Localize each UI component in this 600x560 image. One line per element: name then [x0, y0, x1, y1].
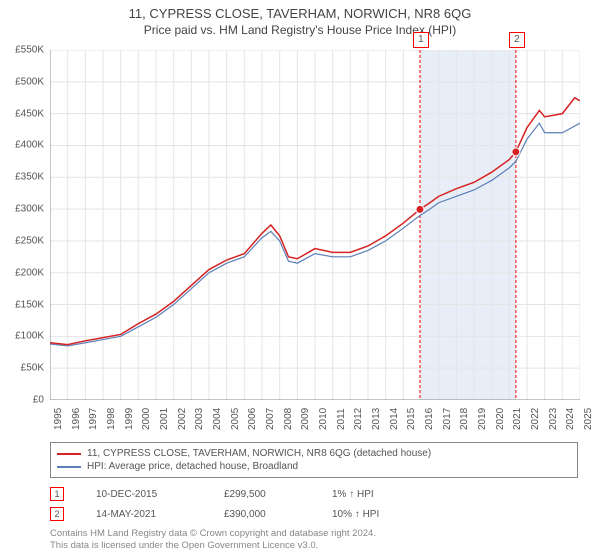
x-tick-label: 1996: [71, 408, 82, 430]
x-tick-label: 2008: [283, 408, 294, 430]
y-tick-label: £50K: [21, 363, 44, 374]
legend-row: HPI: Average price, detached house, Broa…: [57, 460, 571, 473]
x-tick-label: 1999: [124, 408, 135, 430]
x-tick-label: 2003: [194, 408, 205, 430]
x-tick-label: 2000: [141, 408, 152, 430]
y-tick-label: £150K: [15, 299, 44, 310]
y-tick-label: £500K: [15, 76, 44, 87]
y-tick-label: £350K: [15, 172, 44, 183]
x-tick-label: 2012: [353, 408, 364, 430]
sale-row: 1 10-DEC-2015 £299,500 1% ↑ HPI: [50, 484, 578, 504]
x-tick-label: 2013: [371, 408, 382, 430]
sale-row: 2 14-MAY-2021 £390,000 10% ↑ HPI: [50, 504, 578, 524]
y-tick-label: £0: [33, 395, 44, 406]
x-tick-label: 2011: [336, 408, 347, 430]
x-tick-label: 2025: [583, 408, 594, 430]
x-tick-label: 2007: [265, 408, 276, 430]
x-tick-label: 2022: [530, 408, 541, 430]
y-tick-label: £400K: [15, 140, 44, 151]
x-tick-label: 2017: [442, 408, 453, 430]
y-tick-label: £250K: [15, 235, 44, 246]
sale-marker: 1: [50, 487, 64, 501]
y-tick-label: £450K: [15, 108, 44, 119]
sale-pct: 10% ↑ HPI: [332, 509, 379, 520]
x-tick-label: 2001: [159, 408, 170, 430]
footer: Contains HM Land Registry data © Crown c…: [50, 528, 578, 553]
y-tick-label: £200K: [15, 267, 44, 278]
footer-line-2: This data is licensed under the Open Gov…: [50, 540, 578, 552]
sale-date: 14-MAY-2021: [96, 509, 196, 520]
marker-box: 1: [413, 32, 429, 48]
x-tick-label: 2002: [177, 408, 188, 430]
legend: 11, CYPRESS CLOSE, TAVERHAM, NORWICH, NR…: [50, 442, 578, 478]
x-tick-label: 1995: [53, 408, 64, 430]
x-tick-label: 2018: [459, 408, 470, 430]
legend-swatch: [57, 453, 81, 455]
x-tick-label: 2024: [565, 408, 576, 430]
sale-date: 10-DEC-2015: [96, 489, 196, 500]
legend-label: HPI: Average price, detached house, Broa…: [87, 461, 298, 472]
x-tick-label: 2023: [548, 408, 559, 430]
y-axis: £0£50K£100K£150K£200K£250K£300K£350K£400…: [0, 50, 48, 400]
plot-svg: [50, 50, 580, 400]
x-axis: 1995 1996 1997 1998 1999 2000 2001 2002 2003 2004…: [50, 400, 580, 440]
chart-container: 11, CYPRESS CLOSE, TAVERHAM, NORWICH, NR…: [0, 0, 600, 560]
x-tick-label: 2021: [512, 408, 523, 430]
y-tick-label: £550K: [15, 45, 44, 56]
chart-title: 11, CYPRESS CLOSE, TAVERHAM, NORWICH, NR…: [0, 0, 600, 21]
footer-line-1: Contains HM Land Registry data © Crown c…: [50, 528, 578, 540]
x-tick-label: 2006: [247, 408, 258, 430]
x-tick-label: 1997: [88, 408, 99, 430]
sale-marker: 2: [50, 507, 64, 521]
x-tick-label: 2019: [477, 408, 488, 430]
x-tick-label: 1998: [106, 408, 117, 430]
sale-price: £390,000: [224, 509, 304, 520]
legend-swatch: [57, 466, 81, 468]
x-tick-label: 2016: [424, 408, 435, 430]
x-tick-label: 2004: [212, 408, 223, 430]
marker-box: 2: [509, 32, 525, 48]
sales-table: 1 10-DEC-2015 £299,500 1% ↑ HPI 2 14-MAY-2021…: [50, 484, 578, 524]
sale-pct: 1% ↑ HPI: [332, 489, 374, 500]
legend-label: 11, CYPRESS CLOSE, TAVERHAM, NORWICH, NR…: [87, 448, 431, 459]
y-tick-label: £100K: [15, 331, 44, 342]
y-tick-label: £300K: [15, 204, 44, 215]
x-tick-label: 2014: [389, 408, 400, 430]
sale-price: £299,500: [224, 489, 304, 500]
x-tick-label: 2005: [230, 408, 241, 430]
x-tick-label: 2020: [495, 408, 506, 430]
plot-area: 12: [50, 50, 580, 400]
legend-row: 11, CYPRESS CLOSE, TAVERHAM, NORWICH, NR…: [57, 447, 571, 460]
x-tick-label: 2009: [300, 408, 311, 430]
x-tick-label: 2015: [406, 408, 417, 430]
x-tick-label: 2010: [318, 408, 329, 430]
